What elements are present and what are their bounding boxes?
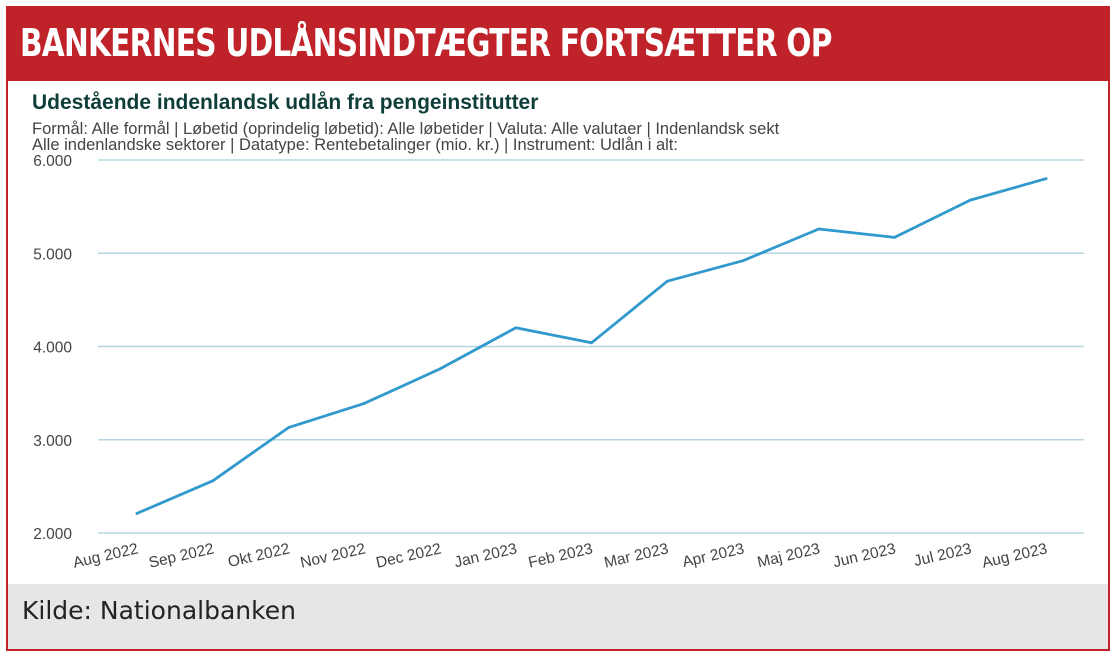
- x-tick-label: Maj 2023: [756, 540, 822, 571]
- data-point: [135, 512, 139, 515]
- x-tick-label: Aug 2022: [71, 540, 139, 571]
- chart-title: Udestående indenlandsk udlån fra pengein…: [32, 91, 539, 114]
- source-footer: Kilde: Nationalbanken: [8, 584, 1108, 649]
- data-point: [665, 279, 669, 283]
- x-tick-label: Okt 2022: [226, 540, 291, 571]
- x-tick-label: Aug 2023: [980, 540, 1048, 571]
- chart-subtitle-line-1: Formål: Alle formål | Løbetid (oprindeli…: [32, 120, 780, 138]
- x-tick-label: Nov 2022: [299, 540, 367, 571]
- data-point: [741, 259, 745, 263]
- x-tick-label: Jan 2023: [453, 540, 519, 571]
- data-point: [817, 227, 821, 231]
- data-point: [968, 198, 972, 202]
- x-tick-label: Feb 2023: [527, 540, 595, 571]
- data-point: [514, 326, 518, 330]
- data-point: [438, 367, 442, 371]
- y-tick-label: 2.000: [33, 526, 72, 543]
- x-tick-label: Dec 2022: [374, 540, 442, 571]
- data-point: [590, 341, 593, 345]
- line-chart: 2.000 3.000 4.000 5.000 6.000 Aug 2022 Sep 202…: [33, 153, 1084, 572]
- headline-banner: BANKERNES UDLÅNSINDTÆGTER FORTSÆTTER OP: [8, 8, 1108, 81]
- x-tick-label: Jun 2023: [831, 540, 897, 571]
- chart-subtitle-line-2: Alle indenlandske sektorer | Datatype: R…: [32, 136, 678, 154]
- data-point: [893, 235, 896, 239]
- x-tick-label: Jul 2023: [912, 540, 973, 570]
- source-label: Kilde: Nationalbanken: [22, 596, 296, 625]
- y-tick-label: 6.000: [33, 153, 72, 170]
- headline-title: BANKERNES UDLÅNSINDTÆGTER FORTSÆTTER OP: [20, 21, 832, 65]
- x-tick-label: Apr 2023: [681, 540, 746, 571]
- y-tick-label: 4.000: [33, 340, 72, 357]
- data-point: [211, 479, 215, 483]
- data-point: [1044, 177, 1048, 181]
- x-tick-label: Sep 2022: [147, 540, 215, 571]
- chart-container: 2.000 3.000 4.000 5.000 6.000 Aug 2022 Sep 202…: [8, 81, 1108, 584]
- y-tick-label: 5.000: [33, 246, 72, 263]
- data-point: [362, 401, 366, 405]
- article-figure: BANKERNES UDLÅNSINDTÆGTER FORTSÆTTER OP …: [6, 6, 1110, 651]
- x-tick-label: Mar 2023: [603, 540, 671, 571]
- y-tick-label: 3.000: [33, 433, 72, 450]
- data-point: [287, 426, 290, 430]
